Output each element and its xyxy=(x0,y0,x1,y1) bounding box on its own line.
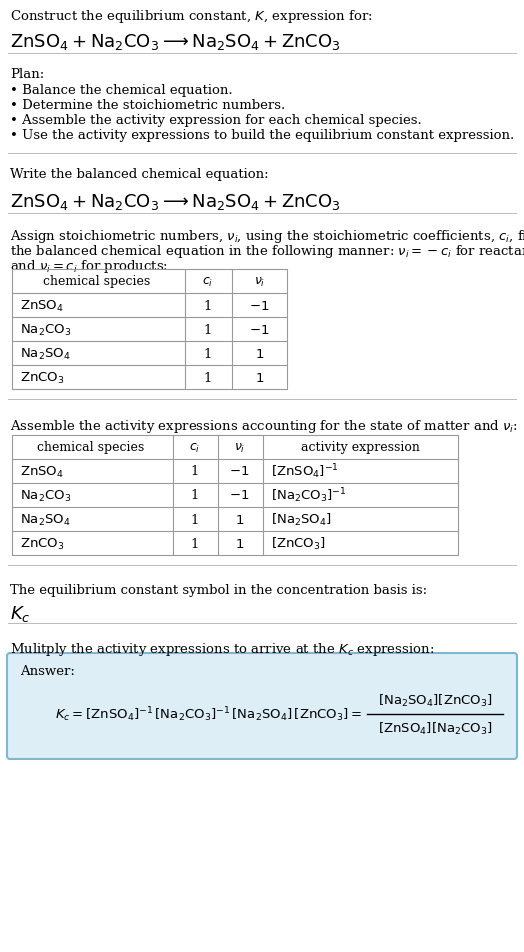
Text: $[\mathrm{ZnCO_3}]$: $[\mathrm{ZnCO_3}]$ xyxy=(271,535,326,551)
Text: 1: 1 xyxy=(190,537,199,550)
Text: $[\mathrm{Na_2CO_3}]^{-1}$: $[\mathrm{Na_2CO_3}]^{-1}$ xyxy=(271,486,347,505)
Text: $\mathrm{Na_2CO_3}$: $\mathrm{Na_2CO_3}$ xyxy=(20,488,71,503)
Text: $[\mathrm{Na_2SO_4}][\mathrm{ZnCO_3}]$: $[\mathrm{Na_2SO_4}][\mathrm{ZnCO_3}]$ xyxy=(378,692,493,708)
Text: Answer:: Answer: xyxy=(20,664,75,677)
Text: $1$: $1$ xyxy=(235,537,244,550)
Text: Write the balanced chemical equation:: Write the balanced chemical equation: xyxy=(10,168,269,181)
Text: 1: 1 xyxy=(190,465,199,478)
Text: activity expression: activity expression xyxy=(301,441,420,454)
Text: • Balance the chemical equation.: • Balance the chemical equation. xyxy=(10,84,233,97)
Text: and $\nu_i = c_i$ for products:: and $\nu_i = c_i$ for products: xyxy=(10,258,168,275)
Text: $\mathrm{Na_2SO_4}$: $\mathrm{Na_2SO_4}$ xyxy=(20,512,71,527)
Bar xyxy=(12,436,458,555)
Text: $\nu_i$: $\nu_i$ xyxy=(234,441,245,454)
Text: $\mathrm{ZnCO_3}$: $\mathrm{ZnCO_3}$ xyxy=(20,536,64,551)
Text: $c_i$: $c_i$ xyxy=(202,275,213,288)
Text: $K_c = [\mathrm{ZnSO_4}]^{-1}\,[\mathrm{Na_2CO_3}]^{-1}\,[\mathrm{Na_2SO_4}]\,[\: $K_c = [\mathrm{ZnSO_4}]^{-1}\,[\mathrm{… xyxy=(55,704,362,724)
Text: $K_c$: $K_c$ xyxy=(10,604,30,624)
Text: 1: 1 xyxy=(190,513,199,526)
Text: $\mathrm{ZnCO_3}$: $\mathrm{ZnCO_3}$ xyxy=(20,370,64,386)
Text: $[\mathrm{Na_2SO_4}]$: $[\mathrm{Na_2SO_4}]$ xyxy=(271,511,332,527)
Text: Assign stoichiometric numbers, $\nu_i$, using the stoichiometric coefficients, $: Assign stoichiometric numbers, $\nu_i$, … xyxy=(10,228,524,245)
Text: • Use the activity expressions to build the equilibrium constant expression.: • Use the activity expressions to build … xyxy=(10,129,514,142)
Text: the balanced chemical equation in the following manner: $\nu_i = -c_i$ for react: the balanced chemical equation in the fo… xyxy=(10,243,524,260)
Text: $-1$: $-1$ xyxy=(230,489,249,502)
Text: $\mathrm{Na_2SO_4}$: $\mathrm{Na_2SO_4}$ xyxy=(20,347,71,361)
Text: $1$: $1$ xyxy=(255,347,264,360)
Text: $\mathrm{ZnSO_4}$: $\mathrm{ZnSO_4}$ xyxy=(20,298,64,313)
Text: 1: 1 xyxy=(203,347,212,360)
Text: chemical species: chemical species xyxy=(37,441,145,454)
FancyBboxPatch shape xyxy=(7,653,517,759)
Text: • Determine the stoichiometric numbers.: • Determine the stoichiometric numbers. xyxy=(10,99,285,112)
Text: • Assemble the activity expression for each chemical species.: • Assemble the activity expression for e… xyxy=(10,114,422,127)
Text: $[\mathrm{ZnSO_4}][\mathrm{Na_2CO_3}]$: $[\mathrm{ZnSO_4}][\mathrm{Na_2CO_3}]$ xyxy=(378,721,493,736)
Text: $\mathrm{ZnSO_4}$: $\mathrm{ZnSO_4}$ xyxy=(20,464,64,479)
Text: 1: 1 xyxy=(203,371,212,384)
Text: The equilibrium constant symbol in the concentration basis is:: The equilibrium constant symbol in the c… xyxy=(10,584,427,596)
Text: $[\mathrm{ZnSO_4}]^{-1}$: $[\mathrm{ZnSO_4}]^{-1}$ xyxy=(271,462,339,481)
Text: Plan:: Plan: xyxy=(10,68,44,81)
Text: 1: 1 xyxy=(203,323,212,336)
Text: $c_i$: $c_i$ xyxy=(189,441,200,454)
Text: Assemble the activity expressions accounting for the state of matter and $\nu_i$: Assemble the activity expressions accoun… xyxy=(10,418,518,434)
Text: $-1$: $-1$ xyxy=(249,323,270,336)
Text: chemical species: chemical species xyxy=(43,275,150,288)
Text: $\nu_i$: $\nu_i$ xyxy=(254,275,265,288)
Bar xyxy=(12,269,287,389)
Text: $-1$: $-1$ xyxy=(230,465,249,478)
Text: Construct the equilibrium constant, $K$, expression for:: Construct the equilibrium constant, $K$,… xyxy=(10,8,373,25)
Text: $1$: $1$ xyxy=(235,513,244,526)
Text: 1: 1 xyxy=(203,299,212,312)
Text: $-1$: $-1$ xyxy=(249,299,270,312)
Text: $1$: $1$ xyxy=(255,371,264,384)
Text: 1: 1 xyxy=(190,489,199,502)
Text: $\mathrm{ZnSO_4 + Na_2CO_3 \longrightarrow Na_2SO_4 + ZnCO_3}$: $\mathrm{ZnSO_4 + Na_2CO_3 \longrightarr… xyxy=(10,32,341,52)
Text: $\mathrm{Na_2CO_3}$: $\mathrm{Na_2CO_3}$ xyxy=(20,322,71,337)
Text: $\mathrm{ZnSO_4 + Na_2CO_3 \longrightarrow Na_2SO_4 + ZnCO_3}$: $\mathrm{ZnSO_4 + Na_2CO_3 \longrightarr… xyxy=(10,191,341,211)
Text: Mulitply the activity expressions to arrive at the $K_c$ expression:: Mulitply the activity expressions to arr… xyxy=(10,641,434,657)
